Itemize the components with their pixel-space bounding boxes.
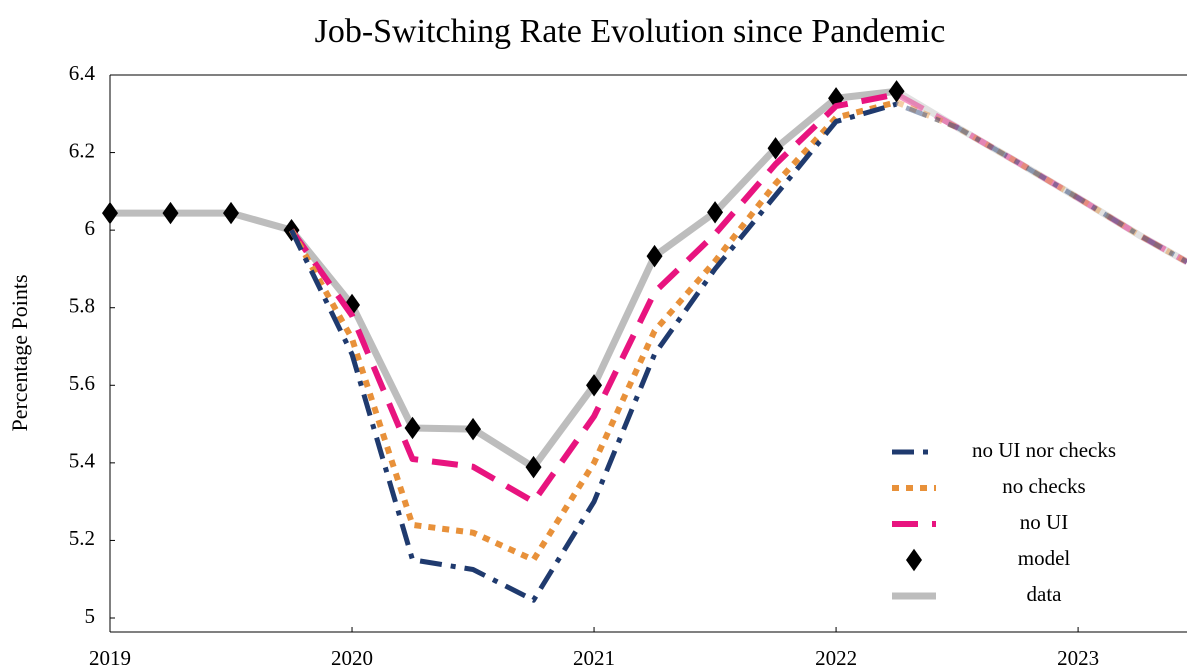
y-tick-label: 6 [85, 216, 96, 240]
legend-label: no UI [1020, 510, 1068, 534]
y-axis-label: Percentage Points [7, 274, 32, 431]
y-tick-label: 5.8 [69, 294, 95, 318]
y-tick-label: 6.4 [69, 61, 96, 85]
marker [162, 201, 179, 225]
marker [102, 201, 118, 225]
marker [586, 374, 603, 397]
x-tick-label: 2022 [815, 646, 857, 670]
series-line [110, 87, 1187, 471]
legend-label: no checks [1002, 474, 1085, 498]
legend-label: data [1027, 582, 1063, 606]
series-line [289, 101, 1187, 603]
legend-marker [906, 548, 922, 572]
marker [525, 455, 542, 479]
legend-label: no UI nor checks [972, 438, 1116, 462]
chart-title: Job-Switching Rate Evolution since Pande… [315, 13, 946, 50]
y-tick-label: 5.2 [69, 526, 95, 550]
marker [767, 137, 784, 160]
x-tick-label: 2023 [1057, 646, 1099, 670]
marker [646, 244, 663, 268]
x-tick-label: 2021 [573, 646, 615, 670]
y-tick-label: 5.6 [69, 371, 95, 395]
marker [404, 416, 421, 440]
y-tick-label: 5.4 [69, 449, 96, 473]
series-line [288, 99, 1187, 563]
y-tick-label: 6.2 [69, 138, 95, 162]
legend-label: model [1018, 546, 1071, 570]
marker [465, 417, 482, 441]
x-tick-label: 2020 [331, 646, 373, 670]
x-tick-label: 2019 [89, 646, 131, 670]
y-tick-label: 5 [85, 604, 96, 628]
marker [223, 201, 240, 225]
marker [707, 201, 724, 224]
